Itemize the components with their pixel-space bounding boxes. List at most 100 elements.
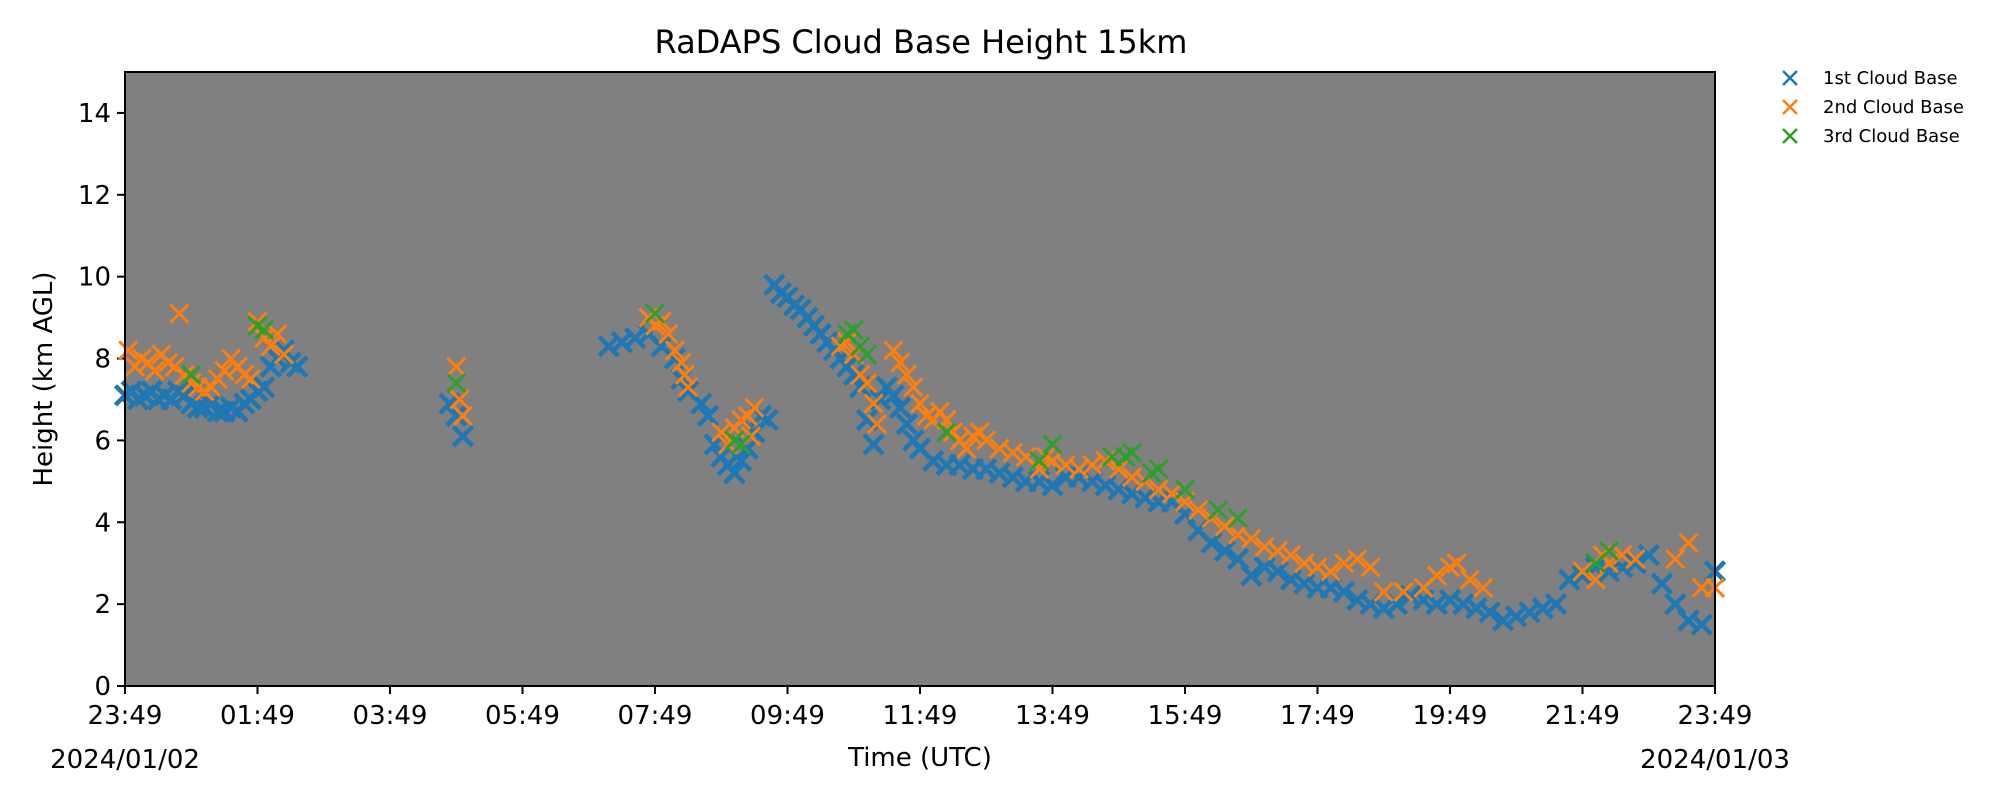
- data-point: [882, 384, 905, 407]
- data-point: [664, 340, 685, 361]
- data-point: [1690, 613, 1713, 636]
- data-point: [976, 430, 997, 451]
- legend: 1st Cloud Base 2nd Cloud Base 3rd Cloud Ba…: [1782, 68, 1964, 147]
- data-point: [1426, 565, 1447, 586]
- x-tick-label: 23:49: [1678, 701, 1753, 731]
- data-point: [903, 377, 924, 398]
- data-point: [1360, 557, 1381, 578]
- data-point: [1121, 442, 1143, 463]
- data-point: [144, 360, 165, 381]
- data-point: [1029, 458, 1050, 480]
- data-point: [1241, 528, 1262, 549]
- data-point: [1393, 581, 1414, 602]
- data-point: [1572, 561, 1593, 582]
- data-point: [1214, 516, 1235, 537]
- data-point: [1102, 446, 1123, 467]
- data-point: [1041, 474, 1064, 497]
- x-tick-label: 01:49: [220, 701, 295, 731]
- data-point: [863, 393, 884, 414]
- data-point: [452, 405, 473, 426]
- data-point: [240, 368, 261, 390]
- data-point: [644, 303, 666, 324]
- data-point: [658, 323, 679, 345]
- y-tick-label: 10: [78, 263, 111, 293]
- x-tick-label: 23:49: [88, 701, 163, 731]
- y-tick-label: 8: [94, 345, 111, 375]
- y-tick-label: 0: [94, 672, 111, 702]
- data-point: [936, 422, 957, 443]
- data-point: [1148, 458, 1169, 480]
- data-point: [866, 413, 888, 435]
- data-point: [703, 433, 726, 456]
- data-point: [1280, 544, 1302, 566]
- data-point: [1188, 499, 1209, 521]
- data-point: [273, 344, 295, 365]
- data-point: [1320, 561, 1341, 582]
- data-point: [1266, 560, 1289, 583]
- data-point: [451, 425, 475, 448]
- data-point: [1200, 531, 1223, 554]
- data-point: [896, 364, 917, 386]
- data-point: [260, 336, 281, 357]
- data-point: [1227, 508, 1249, 529]
- data-point: [1624, 552, 1647, 575]
- x-end-date: 2024/01/03: [1640, 745, 1790, 775]
- data-point: [1029, 450, 1050, 471]
- data-point: [690, 392, 713, 415]
- data-point: [1042, 434, 1063, 455]
- x-tick-label: 03:49: [353, 701, 428, 731]
- data-point: [169, 303, 190, 324]
- x-tick-label: 05:49: [485, 701, 560, 731]
- series-2: [118, 303, 1726, 602]
- x-tick-label: 09:49: [750, 701, 825, 731]
- x-tick-label: 13:49: [1015, 701, 1090, 731]
- data-point: [446, 356, 467, 377]
- data-point: [118, 340, 139, 361]
- data-point: [1213, 539, 1236, 563]
- series-layer: [113, 273, 1727, 636]
- data-point: [856, 372, 878, 394]
- plot-frame: [124, 71, 1716, 687]
- legend-label: 3rd Cloud Base: [1823, 126, 1960, 147]
- data-point: [1446, 553, 1467, 574]
- data-point: [956, 438, 977, 459]
- series-3: [181, 303, 1620, 574]
- data-point: [1625, 548, 1646, 570]
- data-point: [449, 389, 470, 410]
- legend-label: 1st Cloud Base: [1823, 68, 1958, 89]
- data-point: [731, 434, 752, 455]
- legend-label: 2nd Cloud Base: [1823, 97, 1964, 118]
- data-point: [890, 352, 911, 373]
- data-point: [1347, 548, 1368, 570]
- data-point: [1473, 577, 1494, 598]
- data-point: [1174, 479, 1196, 500]
- data-point: [1459, 569, 1481, 590]
- data-point: [1678, 532, 1699, 553]
- y-tick-label: 12: [78, 181, 111, 211]
- data-point: [842, 363, 865, 387]
- legend-marker: [1782, 99, 1798, 115]
- y-tick-label: 2: [94, 590, 111, 620]
- data-point: [1208, 499, 1229, 521]
- data-point: [729, 449, 753, 473]
- data-point: [696, 404, 720, 428]
- data-point: [1665, 548, 1686, 570]
- data-point: [1691, 577, 1712, 598]
- x-tick-label: 15:49: [1148, 701, 1223, 731]
- x-tick-label: 21:49: [1545, 701, 1620, 731]
- data-point: [1650, 572, 1674, 595]
- legend-marker: [1782, 70, 1798, 86]
- x-tick-label: 19:49: [1413, 701, 1488, 731]
- x-tick-label: 11:49: [883, 701, 958, 731]
- data-point: [1373, 581, 1394, 602]
- data-point: [1585, 569, 1606, 590]
- data-point: [446, 372, 467, 394]
- y-tick-label: 6: [94, 426, 111, 456]
- data-point: [855, 408, 879, 432]
- y-tick-label: 4: [94, 508, 111, 538]
- y-axis: 0 2 4 6 8 10 12 14: [78, 99, 125, 702]
- data-point: [862, 433, 885, 456]
- data-point: [723, 461, 746, 485]
- data-point: [1240, 564, 1263, 587]
